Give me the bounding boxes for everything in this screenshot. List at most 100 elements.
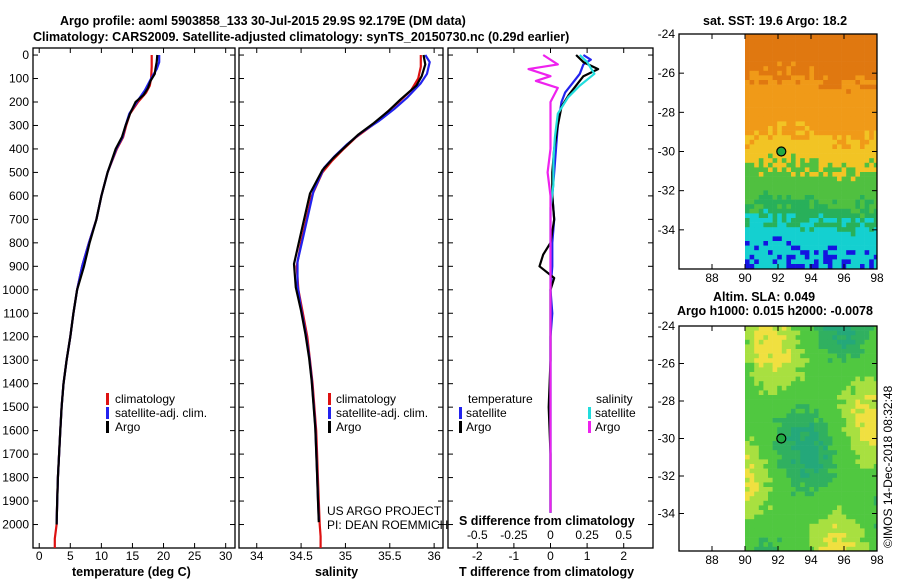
map-cell — [777, 98, 783, 104]
map-cell — [823, 208, 829, 214]
map-cell — [818, 445, 824, 451]
map-cell — [823, 500, 829, 506]
map-cell — [873, 477, 877, 483]
map-cell — [791, 259, 796, 265]
map-cell — [768, 427, 773, 433]
map-cell — [795, 208, 801, 214]
map-cell — [754, 70, 760, 76]
map-cell — [804, 510, 810, 515]
map-cell — [758, 459, 764, 465]
map-cell — [745, 245, 750, 251]
map-cell — [855, 172, 861, 177]
map-cell — [850, 464, 856, 469]
map-cell — [758, 254, 764, 260]
difference-xlabel: T difference from climatology — [459, 565, 634, 579]
map-cell — [777, 491, 783, 497]
map-cell — [749, 38, 755, 44]
map-cell — [869, 344, 875, 350]
map-cell — [864, 245, 870, 251]
map-cell — [864, 546, 870, 551]
map-cell — [791, 172, 796, 177]
map-cell — [763, 70, 769, 76]
map-cell — [860, 395, 865, 400]
map-cell — [745, 176, 750, 182]
map-cell — [768, 542, 773, 548]
map-cell — [786, 218, 792, 223]
map-cell — [768, 126, 773, 131]
map-cell — [855, 80, 861, 85]
temperature-panel: 0100200300400500600700800900100011001200… — [2, 47, 236, 563]
map-cell — [804, 66, 810, 72]
map-cell — [800, 259, 806, 265]
map-cell — [823, 381, 829, 387]
map-cell — [809, 135, 815, 141]
map-cell — [758, 208, 764, 214]
map-cell — [754, 349, 760, 354]
map-cell — [772, 208, 778, 214]
map-cell — [800, 404, 806, 410]
map-cell — [791, 468, 796, 474]
map-cell — [763, 89, 769, 95]
map-cell — [846, 514, 852, 520]
map-cell — [846, 519, 852, 525]
map-cell — [827, 162, 833, 168]
map-cell — [800, 116, 806, 122]
map-cell — [864, 427, 870, 433]
map-cell — [846, 339, 852, 345]
map-cell — [873, 47, 877, 53]
map-cell — [768, 162, 773, 168]
map-cell — [873, 199, 877, 205]
map-cell — [763, 34, 769, 39]
map-cell — [832, 514, 838, 520]
map-cell — [841, 395, 847, 400]
map-cell — [749, 222, 755, 228]
map-cell — [763, 399, 769, 405]
map-cell — [758, 144, 764, 150]
map-cell — [850, 176, 856, 182]
map-cell — [749, 116, 755, 122]
map-cell — [809, 190, 815, 196]
map-cell — [827, 500, 833, 506]
map-cell — [827, 259, 833, 265]
map-cell — [758, 66, 764, 72]
map-cell — [827, 185, 833, 191]
map-cell — [804, 236, 810, 242]
map-cell — [795, 185, 801, 191]
map-cell — [827, 422, 833, 428]
map-cell — [777, 245, 783, 251]
map-cell — [754, 399, 760, 405]
map-cell — [814, 330, 819, 336]
map-cell — [846, 381, 852, 387]
map-cell — [768, 121, 773, 127]
map-cell — [754, 213, 760, 219]
map-cell — [745, 57, 750, 62]
map-cell — [804, 542, 810, 548]
map-cell — [768, 418, 773, 423]
map-cell — [873, 326, 877, 331]
map-cell — [841, 505, 847, 511]
map-cell — [827, 218, 833, 223]
map-cell — [855, 47, 861, 53]
map-cell — [823, 84, 829, 90]
map-cell — [827, 404, 833, 410]
map-cell — [855, 441, 861, 446]
map-cell — [837, 450, 842, 456]
map-cell — [791, 505, 796, 511]
map-cell — [763, 385, 769, 391]
map-cell — [795, 172, 801, 177]
map-cell — [804, 367, 810, 373]
map-cell — [754, 326, 760, 331]
map-cell — [873, 181, 877, 187]
map-cell — [869, 241, 875, 246]
map-cell — [800, 546, 806, 551]
map-cell — [745, 519, 750, 525]
map-cell — [814, 358, 819, 364]
map-cell — [754, 93, 760, 99]
map-cell — [873, 519, 877, 525]
map-cell — [823, 57, 829, 62]
map-cell — [814, 103, 819, 108]
map-cell — [846, 204, 852, 210]
map-cell — [864, 533, 870, 538]
map-y-tick-label: -34 — [658, 223, 676, 237]
map-cell — [860, 353, 865, 359]
